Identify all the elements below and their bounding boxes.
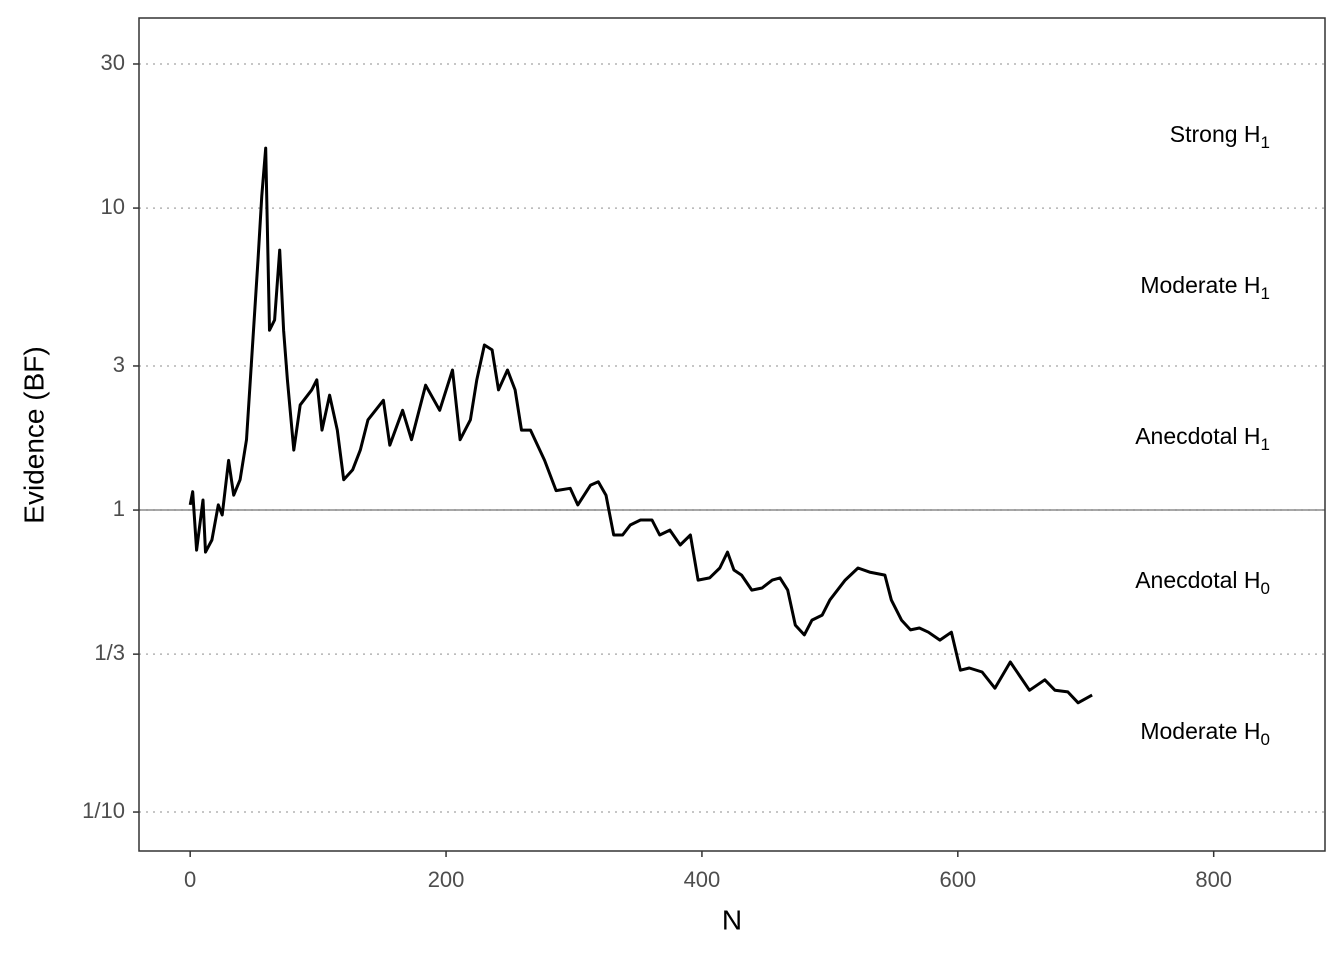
- annotation-text: Anecdotal H: [1135, 567, 1260, 593]
- annotation: Anecdotal H1: [1135, 423, 1270, 454]
- x-tick-label: 0: [184, 867, 196, 892]
- y-tick-label: 10: [101, 194, 125, 219]
- annotation-subscript: 1: [1261, 134, 1270, 153]
- y-tick-label: 1/10: [82, 798, 125, 823]
- plot-frame: [138, 17, 1326, 852]
- annotation: Strong H1: [1170, 121, 1270, 152]
- bf-line: [188, 146, 1093, 705]
- annotation-subscript: 0: [1261, 580, 1270, 599]
- annotation-text: Strong H: [1170, 121, 1261, 147]
- y-axis-title: Evidence (BF): [18, 346, 49, 523]
- y-tick-label: 1: [113, 496, 125, 521]
- x-tick-label: 800: [1195, 867, 1232, 892]
- annotation-subscript: 1: [1261, 285, 1270, 304]
- annotation: Moderate H0: [1140, 718, 1270, 749]
- x-tick-label: 400: [684, 867, 721, 892]
- x-tick-label: 200: [428, 867, 465, 892]
- annotation-text: Moderate H: [1140, 718, 1260, 744]
- annotation: Anecdotal H0: [1135, 567, 1270, 598]
- y-tick-label: 3: [113, 352, 125, 377]
- x-axis-title: N: [722, 904, 742, 935]
- annotation: Moderate H1: [1140, 272, 1270, 303]
- y-tick-label: 1/3: [94, 640, 125, 665]
- annotation-subscript: 1: [1261, 435, 1270, 454]
- annotation-text: Anecdotal H: [1135, 423, 1260, 449]
- y-tick-label: 30: [101, 50, 125, 75]
- x-tick-label: 600: [939, 867, 976, 892]
- annotation-subscript: 0: [1261, 731, 1270, 750]
- annotation-text: Moderate H: [1140, 272, 1260, 298]
